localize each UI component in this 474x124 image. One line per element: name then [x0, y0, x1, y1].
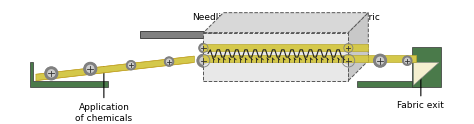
Polygon shape: [414, 62, 439, 85]
Circle shape: [166, 59, 172, 64]
Polygon shape: [203, 44, 368, 51]
Circle shape: [200, 57, 207, 64]
Polygon shape: [348, 13, 368, 81]
Polygon shape: [203, 55, 368, 62]
Circle shape: [377, 57, 383, 64]
Polygon shape: [203, 13, 368, 33]
Circle shape: [346, 46, 351, 50]
Polygon shape: [357, 62, 425, 87]
Text: Fabric exit: Fabric exit: [397, 66, 444, 110]
Text: Application
of chemicals: Application of chemicals: [75, 66, 132, 123]
Polygon shape: [412, 47, 441, 87]
Text: Needling: Needling: [192, 13, 233, 59]
Circle shape: [345, 57, 352, 64]
Circle shape: [87, 65, 94, 72]
Circle shape: [344, 44, 353, 53]
Circle shape: [48, 70, 55, 77]
Text: Fabric: Fabric: [353, 13, 380, 58]
Circle shape: [164, 57, 173, 66]
Circle shape: [403, 56, 412, 65]
Polygon shape: [29, 62, 109, 87]
Circle shape: [84, 62, 97, 75]
Text: Needle chains: Needle chains: [235, 35, 299, 51]
Circle shape: [342, 54, 355, 67]
Text: Drying: Drying: [249, 15, 284, 24]
Polygon shape: [140, 31, 217, 38]
Circle shape: [128, 63, 134, 68]
Circle shape: [199, 44, 208, 53]
Circle shape: [197, 54, 210, 67]
Circle shape: [201, 46, 206, 50]
Bar: [203, 33, 348, 81]
Circle shape: [45, 67, 58, 80]
Polygon shape: [36, 56, 194, 81]
Circle shape: [374, 54, 386, 67]
Polygon shape: [348, 55, 416, 62]
Circle shape: [127, 61, 136, 70]
Circle shape: [405, 58, 410, 63]
